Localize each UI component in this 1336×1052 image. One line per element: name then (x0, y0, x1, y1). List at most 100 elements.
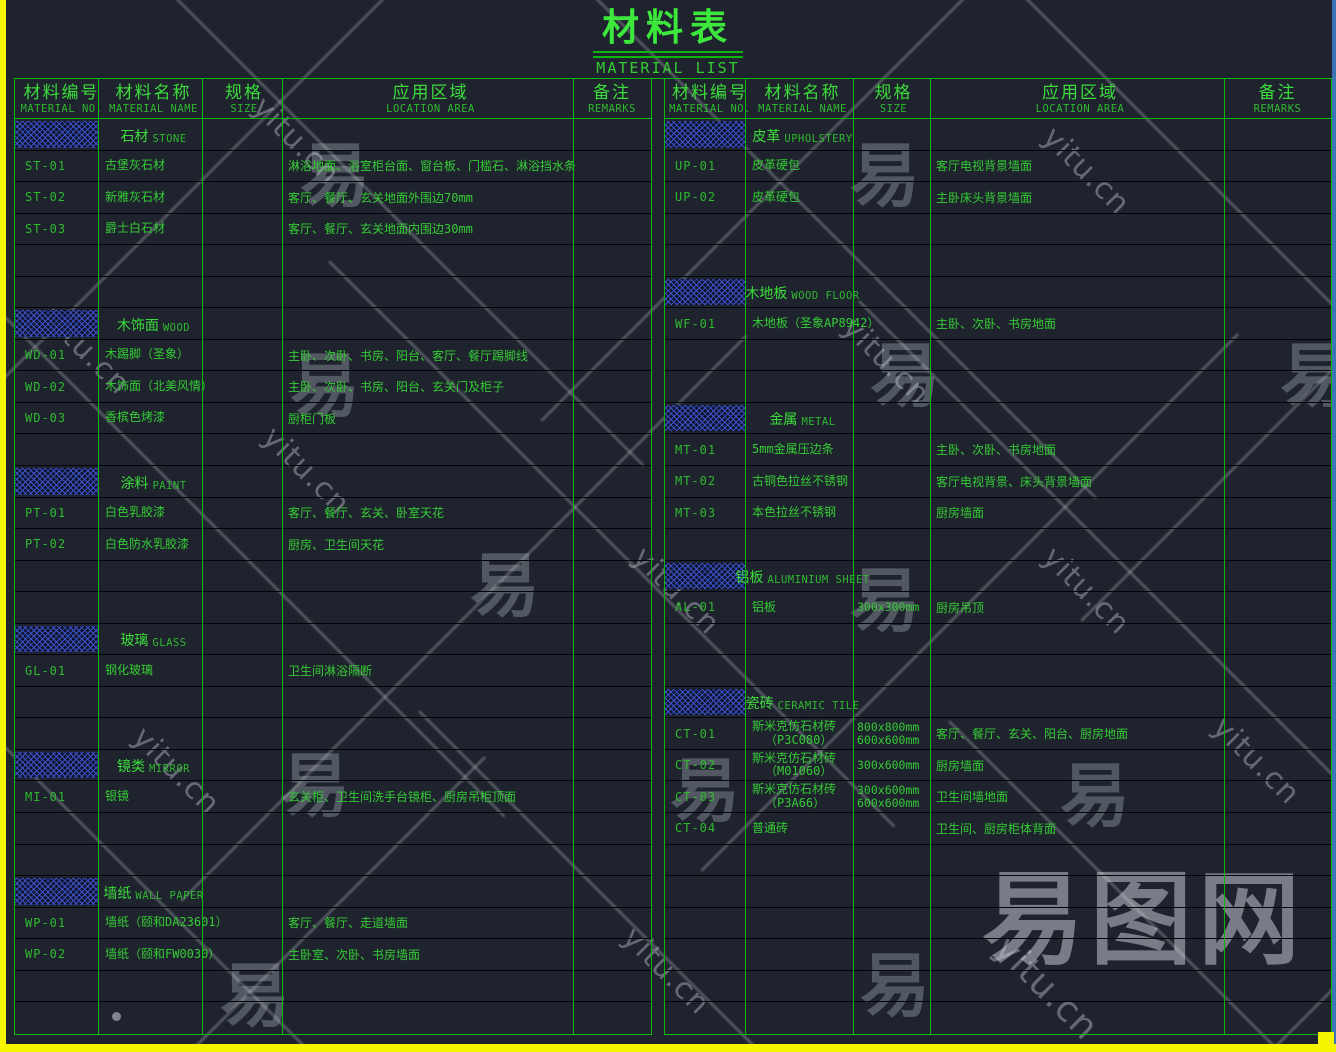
drawing-title-block: 材料表 MATERIAL LIST (593, 6, 743, 79)
material-no: PT-01 (25, 505, 67, 520)
cell-size (202, 781, 282, 812)
table-row: 木地板 WOOD FLOOR (665, 277, 1331, 309)
cell-remarks (573, 403, 651, 434)
cell-remarks (573, 876, 651, 907)
material-no: WP-02 (25, 947, 67, 962)
material-no: WD-03 (25, 411, 67, 426)
cell-material-no: PT-02 (15, 529, 98, 560)
cell-material-name: 斯米克仿石材砖 （M01060） (745, 750, 853, 781)
material-name: 普通砖 (752, 820, 789, 835)
table-row (665, 340, 1331, 372)
cell-location-area (282, 624, 573, 655)
table-row: WD-01 木踢脚（圣象） 主卧、次卧、书房、阳台、客厅、餐厅踢脚线 (15, 340, 651, 372)
cell-material-no (15, 624, 98, 655)
material-name: 钢化玻璃 (105, 662, 154, 677)
cell-remarks (573, 371, 651, 402)
cell-remarks (573, 498, 651, 529)
cell-remarks (573, 182, 651, 213)
table-row (15, 845, 651, 877)
table-row: MI-01 银镜 玄关柜、卫生间洗手台镜柜、厨房吊柜顶面 (15, 781, 651, 814)
cell-material-name (745, 624, 853, 655)
cell-remarks (573, 655, 651, 686)
size-value: 800x800mm (857, 719, 920, 734)
table-row: GL-01 钢化玻璃 卫生间淋浴隔断 (15, 655, 651, 687)
material-name-code: （P3A66） (765, 795, 826, 810)
cell-location-area (930, 939, 1224, 970)
cell-size (853, 908, 930, 939)
table-row: CT-01 斯米克仿石材砖 （P3C080） 800x800mm 600x600… (665, 718, 1331, 750)
cell-material-name: 普通砖 (745, 813, 853, 844)
cell-size (202, 655, 282, 686)
cell-location-area: 主卧、次卧、书房、阳台、客厅、餐厅踢脚线 (288, 348, 529, 363)
cell-size (202, 750, 282, 781)
table-row (665, 939, 1331, 971)
cell-remarks (573, 308, 651, 339)
header-label: 规格 (874, 82, 913, 103)
cell-material-no (15, 1002, 98, 1034)
header-location-area: 应用区域 LOCATION AREA (930, 79, 1224, 118)
cell-size (853, 214, 930, 245)
header-label: 材料名称 (115, 82, 192, 103)
cell-location-area (930, 1002, 1224, 1034)
material-no: WF-01 (675, 316, 717, 331)
table-row (15, 813, 651, 845)
cell-size (853, 561, 930, 592)
table-row: CT-02 斯米克仿石材砖 （M01060） 300x600mm 厨房墙面 (665, 750, 1331, 782)
cell-remarks (1224, 592, 1331, 623)
material-no: CT-03 (675, 789, 717, 804)
cell-material-no: ST-03 (15, 214, 98, 245)
cell-material-name: 银镜 (98, 781, 202, 812)
material-no: UP-01 (675, 158, 717, 173)
cell-location-area (930, 561, 1224, 592)
hatch-swatch (15, 625, 98, 653)
cell-remarks (1224, 466, 1331, 497)
cell-material-no (665, 1002, 745, 1034)
table-row (665, 245, 1331, 277)
header-label: 规格 (225, 82, 263, 103)
table-body: 皮革 UPHOLSTERY UP-01 皮革硬包 客厅电视背景墙面 (665, 119, 1331, 1034)
cell-location-area (282, 813, 573, 844)
material-name: 斯米克仿石材砖 (752, 719, 837, 734)
cell-material-name (98, 245, 202, 276)
cell-remarks (573, 908, 651, 939)
table-row: WP-01 墙纸（颐和DA23601） 客厅、餐厅、走道墙面 (15, 908, 651, 940)
material-name: 铝板 (752, 599, 777, 614)
cell-material-name (98, 718, 202, 749)
cell-location-area (930, 876, 1224, 907)
cell-remarks (573, 277, 651, 308)
section-name-en: WOOD (162, 321, 191, 334)
cell-remarks (573, 939, 651, 970)
header-label: 材料编号 (23, 82, 100, 103)
grid-line (573, 79, 574, 1034)
cell-material-no: WD-03 (15, 403, 98, 434)
cell-material-no (15, 245, 98, 276)
cell-material-name: 木地板 WOOD FLOOR (745, 277, 859, 308)
table-row (665, 624, 1331, 656)
size-value: 300x300mm (857, 599, 920, 614)
table-row (665, 845, 1331, 877)
header-sublabel: MATERIAL NO. (669, 102, 751, 115)
cell-size (202, 813, 282, 844)
cell-remarks (573, 529, 651, 560)
section-name-zh: 墙纸 (103, 885, 132, 902)
cell-location-area: 客厅电视背景、床头背景墙面 (936, 474, 1093, 489)
cell-location-area (930, 340, 1224, 371)
material-name: 本色拉丝不锈钢 (752, 505, 837, 520)
hatch-swatch (665, 688, 745, 716)
material-no: WP-01 (25, 915, 67, 930)
cell-size (853, 845, 930, 876)
cell-remarks (1224, 529, 1331, 560)
table-row: CT-03 斯米克仿石材砖 （P3A66） 300x600mm 600x600m… (665, 781, 1331, 814)
cell-location-area (282, 561, 573, 592)
cell-material-no (15, 876, 98, 907)
table-row: 石材 STONE (15, 119, 651, 151)
cell-material-name: 白色防水乳胶漆 (98, 529, 202, 560)
table-row (15, 1002, 651, 1034)
cell-location-area (930, 245, 1224, 276)
material-table-left: 材料编号 MATERIAL NO. 材料名称 MATERIAL NAME 规格 … (14, 78, 652, 1035)
cell-location-area: 客厅、餐厅、玄关、卧室天花 (288, 506, 445, 521)
table-row (15, 245, 651, 277)
material-no: WD-02 (25, 379, 67, 394)
table-row: 镜类 MIRROR (15, 750, 651, 782)
size-value-2: 600x600mm (857, 732, 920, 747)
